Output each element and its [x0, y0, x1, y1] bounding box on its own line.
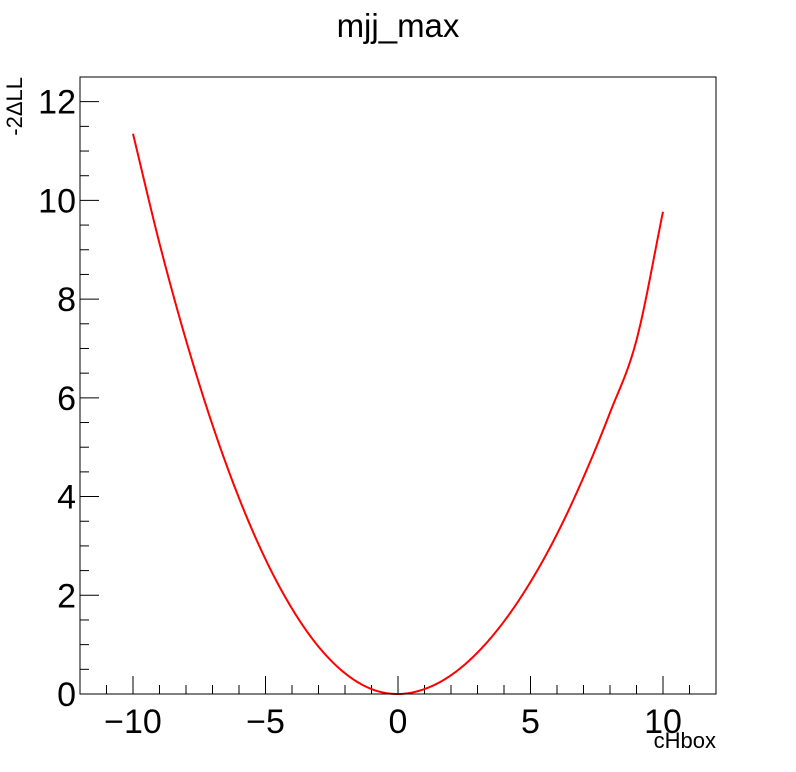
x-tick-label: −5	[246, 703, 285, 741]
x-axis-title: cHbox	[654, 728, 716, 753]
chart-title: mjj_max	[337, 7, 460, 44]
y-tick-label: 10	[38, 182, 76, 220]
y-tick-label: 4	[57, 479, 76, 517]
plot-frame	[79, 76, 717, 695]
y-tick-label: 6	[57, 380, 76, 418]
axis-ticks	[79, 76, 717, 695]
x-tick-label: 5	[521, 703, 540, 741]
y-tick-label: 8	[57, 281, 76, 319]
y-tick-label: 12	[38, 84, 76, 122]
x-tick-label: 10	[644, 703, 682, 741]
x-tick-label: −10	[104, 703, 162, 741]
axis-tick-labels: −10 −5 0 5 10 0 2 4 6 8 10 12	[38, 84, 682, 741]
y-tick-label: 2	[57, 577, 76, 615]
y-tick-label: 0	[57, 676, 76, 714]
y-axis-title: -2ΔLL	[2, 77, 27, 136]
x-tick-label: 0	[389, 703, 408, 741]
